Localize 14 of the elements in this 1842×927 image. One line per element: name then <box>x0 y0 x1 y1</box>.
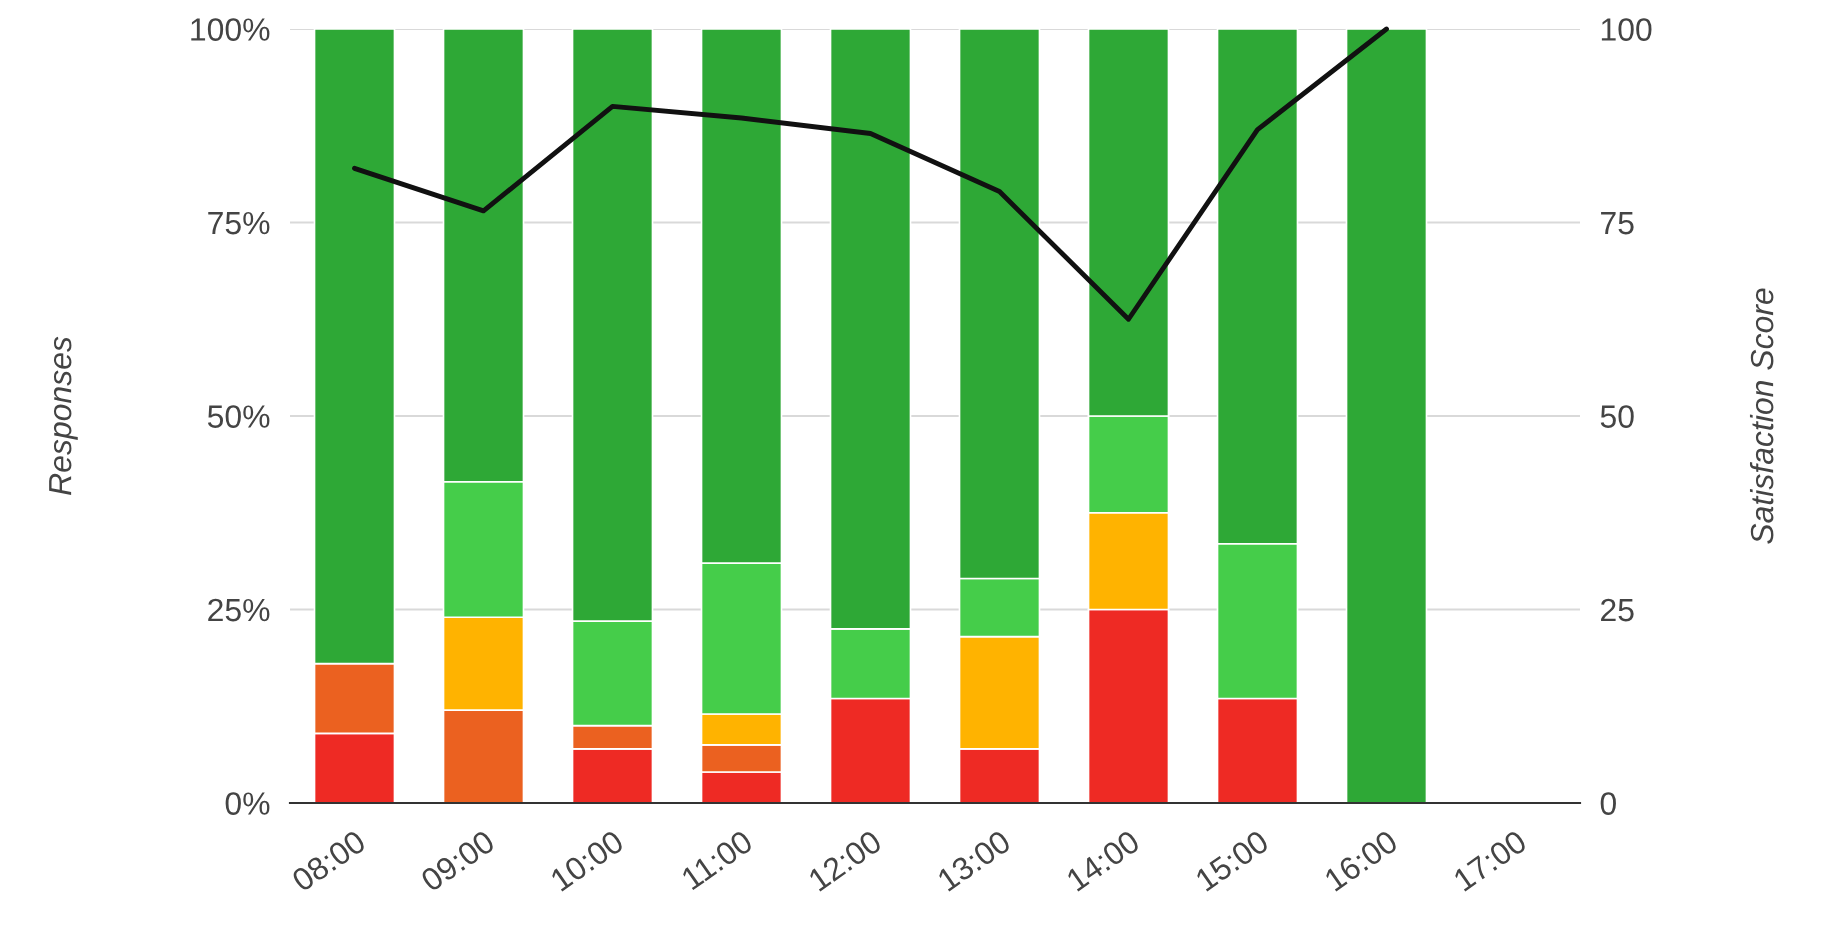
y-tick-label: 0% <box>225 792 270 815</box>
y2-tick-label: 0 <box>1600 792 1616 815</box>
y-tick-label: 100% <box>191 18 270 41</box>
y-tick-label: 50% <box>207 405 270 428</box>
y-tick-label: 75% <box>208 211 270 235</box>
y2-tick-label: 75 <box>1601 212 1634 235</box>
y2-tick-label: 25 <box>1601 598 1634 622</box>
line-series <box>352 26 1389 322</box>
y2-tick-label: 100 <box>1601 18 1652 41</box>
y2-tick-label: 50 <box>1600 405 1634 428</box>
y2-axis-title: Satisfaction Score <box>1749 288 1774 544</box>
bar <box>1345 29 1428 803</box>
y-tick-label: 25% <box>208 598 270 622</box>
y-axis-title: Responses <box>49 336 78 495</box>
